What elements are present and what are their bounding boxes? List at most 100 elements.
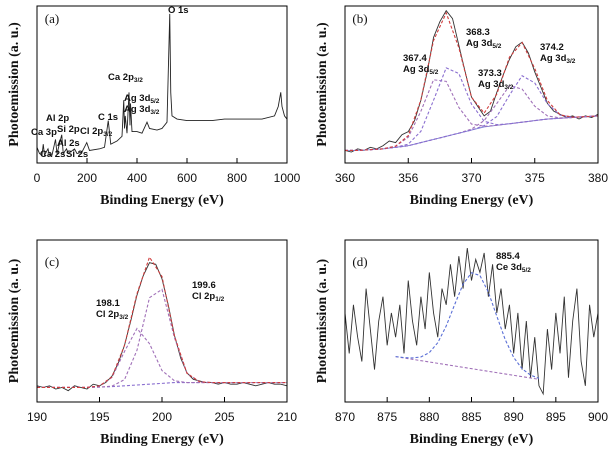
- annotation-text: Ca 3p: [31, 127, 57, 138]
- annotation: 198.1: [96, 298, 120, 309]
- plot-frame: [36, 5, 288, 164]
- annotation: 374.2: [540, 42, 564, 53]
- annotation-text: Ca 2p: [108, 72, 134, 83]
- x-tick-label: 370: [461, 171, 481, 185]
- annotation: Cl 2p3/2: [80, 126, 113, 138]
- x-tick-label: 600: [177, 171, 197, 185]
- annotation-text: 199.6: [192, 280, 216, 291]
- x-tick-label: 870: [335, 410, 355, 424]
- annotation: Si 2p: [57, 124, 80, 135]
- data-line: [345, 74, 598, 151]
- x-tick-label: 895: [546, 410, 566, 424]
- x-axis-label: Binding Energy (eV): [410, 193, 534, 208]
- annotation-subscript: 5/2: [150, 98, 159, 105]
- annotation-text: 368.3: [466, 27, 490, 38]
- x-axis-label: Binding Energy (eV): [100, 193, 224, 208]
- annotation: Ca 3p: [31, 127, 57, 138]
- annotation-text: 373.3: [478, 68, 502, 79]
- x-tick-label: 200: [152, 410, 172, 424]
- data-line: [37, 288, 287, 388]
- x-axis-label: Binding Energy (eV): [410, 432, 534, 447]
- annotation-subscript: 3/2: [134, 77, 143, 84]
- x-tick-label: 0: [34, 171, 41, 185]
- annotation: Cl 2p1/2: [192, 291, 225, 303]
- x-tick-label: 400: [127, 171, 147, 185]
- data-line: [395, 272, 540, 379]
- x-tick-label: 375: [525, 171, 545, 185]
- x-tick-label: 1000: [274, 171, 301, 185]
- annotation-text: Ce 3d: [496, 262, 522, 273]
- annotation: Al 2p: [46, 113, 69, 124]
- data-line: [395, 356, 540, 380]
- panel-label: (d): [352, 254, 367, 269]
- annotation: Ag 3d3/2: [124, 104, 160, 116]
- annotation-subscript: 1/2: [215, 296, 224, 303]
- annotation-subscript: 5/2: [492, 43, 501, 50]
- annotation: 373.3: [478, 68, 502, 79]
- annotation: Ce 3d5/2: [496, 262, 531, 274]
- x-tick-label: 875: [377, 410, 397, 424]
- x-tick-label: 890: [504, 410, 524, 424]
- data-line: [37, 13, 287, 157]
- x-tick-label: 200: [77, 171, 97, 185]
- annotation-text: Si 2s: [66, 149, 88, 160]
- annotation: Ag 3d3/2: [540, 53, 576, 65]
- annotation: 368.3: [466, 27, 490, 38]
- x-tick-label: 360: [335, 171, 355, 185]
- annotation: Si 2s: [66, 149, 88, 160]
- annotation-text: 367.4: [403, 53, 427, 64]
- annotation-subscript: 3/2: [119, 314, 128, 321]
- x-tick-label: 210: [277, 410, 297, 424]
- annotation-text: C 1s: [98, 112, 118, 123]
- annotation: Ag 3d5/2: [403, 64, 439, 76]
- annotation: Ag 3d5/2: [124, 93, 160, 105]
- panel-label: (a): [45, 11, 59, 26]
- annotation: 367.4: [403, 53, 427, 64]
- annotation: Al 2s: [57, 138, 80, 149]
- annotation-text: Ag 3d: [466, 38, 493, 49]
- x-tick-label: 800: [227, 171, 247, 185]
- annotation-text: Ag 3d: [478, 79, 505, 90]
- x-axis-label: Binding Energy (eV): [100, 432, 224, 447]
- annotation-text: Ag 3d: [403, 64, 430, 75]
- annotation-text: Ca 2s: [40, 149, 65, 160]
- x-tick-label: 205: [214, 410, 234, 424]
- x-tick-label: 195: [89, 410, 109, 424]
- data-line: [37, 255, 287, 388]
- data-line: [345, 67, 598, 151]
- data-line: [345, 11, 598, 151]
- y-axis-label: Photoemission (a. u.): [7, 258, 22, 383]
- annotation: Ag 3d5/2: [466, 38, 502, 50]
- y-axis-label: Photoemission (a. u.): [315, 258, 330, 383]
- plot-frame: [344, 239, 599, 403]
- x-tick-label: 885: [461, 410, 481, 424]
- annotation-subscript: 3/2: [150, 109, 159, 116]
- panel-label: (c): [45, 254, 59, 269]
- annotation-subscript: 3/2: [504, 84, 513, 91]
- annotation-text: 374.2: [540, 42, 564, 53]
- annotation-text: O 1s: [168, 5, 189, 16]
- y-axis-label: Photoemission (a. u.): [315, 22, 330, 147]
- x-tick-label: 380: [588, 171, 608, 185]
- annotation-text: 198.1: [96, 298, 120, 309]
- annotation-text: Al 2p: [46, 113, 69, 124]
- data-line: [345, 9, 598, 153]
- annotation-text: Cl 2p: [192, 291, 215, 302]
- annotation: Ca 2p3/2: [108, 72, 143, 84]
- annotation: Ag 3d3/2: [478, 79, 514, 91]
- annotation-text: Si 2p: [57, 124, 80, 135]
- annotation-text: Al 2s: [57, 138, 80, 149]
- data-line: [37, 327, 287, 388]
- annotation-subscript: 5/2: [429, 69, 438, 76]
- annotation-text: 885.4: [496, 251, 520, 262]
- annotation-text: Ag 3d: [540, 53, 567, 64]
- annotation: Cl 2p3/2: [96, 309, 129, 321]
- x-tick-label: 880: [419, 410, 439, 424]
- x-tick-label: 900: [588, 410, 608, 424]
- annotation: 885.4: [496, 251, 520, 262]
- y-axis-label: Photoemission (a. u.): [7, 22, 22, 147]
- annotation-text: Ag 3d: [124, 104, 151, 115]
- x-tick-label: 190: [27, 410, 47, 424]
- plot-frame: [36, 239, 288, 403]
